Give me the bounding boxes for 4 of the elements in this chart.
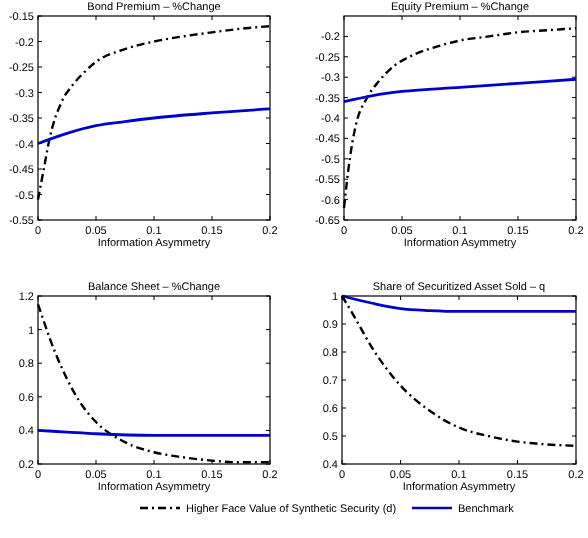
line-series <box>36 303 272 464</box>
line-series <box>36 107 272 145</box>
line-series <box>342 77 578 104</box>
line-series <box>340 294 578 313</box>
